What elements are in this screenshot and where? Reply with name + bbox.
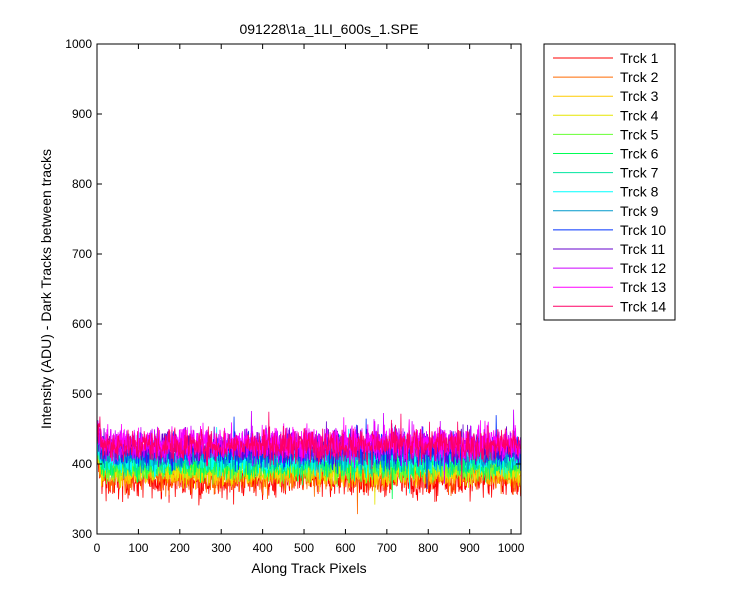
y-tick-label: 600 bbox=[72, 317, 92, 331]
x-tick-label: 800 bbox=[418, 541, 438, 555]
y-axis-ticks: 300 400 500 600 700 800 900 1000 bbox=[65, 37, 521, 541]
x-tick-label: 900 bbox=[460, 541, 480, 555]
legend-label: Trck 5 bbox=[620, 126, 659, 142]
plot-lines bbox=[96, 409, 521, 515]
legend-box bbox=[543, 43, 676, 321]
series-line-14 bbox=[96, 411, 521, 485]
y-tick-label: 900 bbox=[72, 107, 92, 121]
y-tick-label: 1000 bbox=[65, 37, 92, 51]
legend-label: Trck 7 bbox=[620, 165, 659, 181]
legend-label: Trck 6 bbox=[620, 146, 659, 162]
legend-label: Trck 1 bbox=[620, 50, 659, 66]
x-axis-ticks: 0 100 200 300 400 500 600 700 800 900 1000 bbox=[94, 44, 525, 555]
legend-label: Trck 13 bbox=[620, 279, 666, 295]
legend-label: Trck 4 bbox=[620, 107, 659, 123]
legend: Trck 1 Trck 2 Trck 3 Trck 4 Trck 5 Trck 6 Trck… bbox=[543, 43, 676, 321]
x-tick-label: 0 bbox=[94, 541, 101, 555]
legend-label: Trck 14 bbox=[620, 298, 666, 314]
x-tick-label: 700 bbox=[377, 541, 397, 555]
legend-label: Trck 12 bbox=[620, 260, 666, 276]
legend-label: Trck 8 bbox=[620, 184, 659, 200]
x-tick-label: 200 bbox=[170, 541, 190, 555]
x-tick-label: 500 bbox=[294, 541, 314, 555]
legend-label: Trck 10 bbox=[620, 222, 666, 238]
x-tick-label: 600 bbox=[335, 541, 355, 555]
y-tick-label: 400 bbox=[72, 457, 92, 471]
x-tick-label: 1000 bbox=[498, 541, 525, 555]
legend-label: Trck 2 bbox=[620, 69, 659, 85]
y-tick-label: 300 bbox=[72, 527, 92, 541]
y-tick-label: 700 bbox=[72, 247, 92, 261]
legend-label: Trck 9 bbox=[620, 203, 659, 219]
y-tick-label: 800 bbox=[72, 177, 92, 191]
chart-title: 091228\1a_1LI_600s_1.SPE bbox=[239, 21, 418, 37]
x-tick-label: 300 bbox=[211, 541, 231, 555]
y-tick-label: 500 bbox=[72, 387, 92, 401]
legend-label: Trck 11 bbox=[620, 241, 665, 257]
x-tick-label: 100 bbox=[128, 541, 148, 555]
x-axis-label: Along Track Pixels bbox=[251, 560, 366, 576]
x-tick-label: 400 bbox=[253, 541, 273, 555]
plot-frame bbox=[96, 43, 522, 535]
y-axis-label: Intensity (ADU) - Dark Tracks between tr… bbox=[38, 149, 54, 429]
legend-label: Trck 3 bbox=[620, 88, 659, 104]
